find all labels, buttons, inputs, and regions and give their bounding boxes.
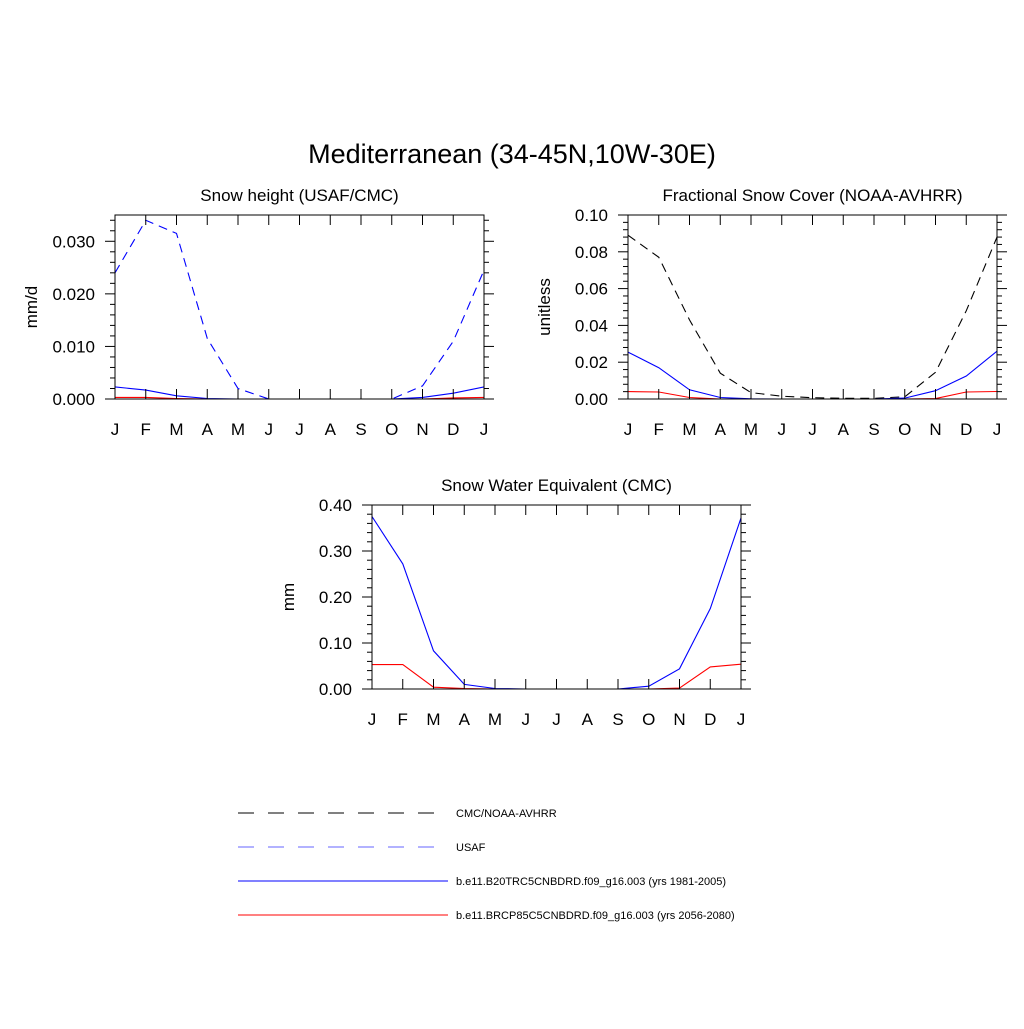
x-tick-label: S: [868, 420, 879, 439]
legend-label: CMC/NOAA-AVHRR: [456, 808, 557, 820]
x-tick-label: S: [355, 420, 366, 439]
legend-label: b.e11.B20TRC5CNBDRD.f09_g16.003 (yrs 198…: [456, 876, 726, 888]
x-tick-label: A: [838, 420, 850, 439]
plot-frame: [371, 504, 742, 690]
x-tick-label: S: [612, 710, 623, 729]
x-tick-label: J: [368, 710, 377, 729]
legend: CMC/NOAA-AVHRR USAF b.e11.B20TRC5CNBDRD.f0…: [238, 808, 735, 922]
legend-label: b.e11.BRCP85C5CNBDRD.f09_g16.003 (yrs 20…: [456, 910, 735, 922]
panel-snow-height: Snow height (USAF/CMC)mm/dJ F M A M J J A S O N D J0…: [22, 186, 494, 439]
x-tick-label: A: [715, 420, 727, 439]
x-tick-label: J: [778, 420, 787, 439]
series-line-0: [115, 219, 484, 400]
x-tick-label: D: [447, 420, 459, 439]
y-tick-label: 0.40: [319, 496, 352, 515]
series-group: [628, 234, 997, 400]
panel-title: Snow Water Equivalent (CMC): [441, 476, 672, 495]
y-axis-label: mm/d: [22, 286, 41, 329]
figure-title: Mediterranean (34-45N,10W-30E): [308, 139, 716, 169]
y-tick-label: 0.030: [52, 232, 95, 251]
x-tick-label: A: [582, 710, 594, 729]
x-tick-label: M: [744, 420, 758, 439]
x-tick-label: N: [673, 710, 685, 729]
x-tick-label: M: [169, 420, 183, 439]
y-tick-label: 0.10: [575, 206, 608, 225]
x-tick-label: M: [231, 420, 245, 439]
panel-title: Fractional Snow Cover (NOAA-AVHRR): [662, 186, 962, 205]
y-tick-label: 0.010: [52, 337, 95, 356]
y-tick-label: 0.00: [575, 390, 608, 409]
x-tick-label: J: [993, 420, 1002, 439]
x-tick-label: O: [642, 710, 655, 729]
y-tick-label: 0.20: [319, 588, 352, 607]
y-axis-label: mm: [279, 583, 298, 611]
x-tick-label: F: [141, 420, 151, 439]
panel-title: Snow height (USAF/CMC): [200, 186, 398, 205]
x-tick-label: M: [682, 420, 696, 439]
x-tick-label: N: [929, 420, 941, 439]
x-tick-label: A: [325, 420, 337, 439]
x-tick-label: O: [385, 420, 398, 439]
series-group: [372, 516, 741, 690]
y-axis-label: unitless: [535, 278, 554, 336]
x-tick-label: D: [960, 420, 972, 439]
y-tick-label: 0.08: [575, 243, 608, 262]
x-tick-label: J: [265, 420, 274, 439]
x-tick-label: J: [480, 420, 489, 439]
x-tick-label: N: [416, 420, 428, 439]
y-tick-label: 0.020: [52, 285, 95, 304]
y-tick-label: 0.30: [319, 542, 352, 561]
series-line-1: [372, 516, 741, 690]
x-tick-label: M: [488, 710, 502, 729]
x-tick-label: F: [398, 710, 408, 729]
y-tick-label: 0.04: [575, 316, 608, 335]
x-tick-label: D: [704, 710, 716, 729]
y-tick-label: 0.00: [319, 680, 352, 699]
y-tick-label: 0.02: [575, 353, 608, 372]
legend-label: USAF: [456, 842, 486, 854]
x-tick-label: J: [522, 710, 531, 729]
series-group: [115, 219, 484, 400]
x-tick-label: O: [898, 420, 911, 439]
x-tick-label: J: [111, 420, 120, 439]
plot-frame: [114, 214, 485, 400]
y-tick-label: 0.10: [319, 634, 352, 653]
y-tick-label: 0.06: [575, 280, 608, 299]
x-tick-label: J: [624, 420, 633, 439]
x-tick-label: A: [459, 710, 471, 729]
y-tick-label: 0.000: [52, 390, 95, 409]
panel-snow-water-equivalent: Snow Water Equivalent (CMC)mmJ F M A M J J A S O N…: [279, 476, 751, 729]
x-tick-label: J: [552, 710, 561, 729]
x-tick-label: F: [654, 420, 664, 439]
x-tick-label: M: [426, 710, 440, 729]
x-tick-label: J: [737, 710, 746, 729]
x-tick-label: J: [808, 420, 817, 439]
panel-fractional-snow-cover: Fractional Snow Cover (NOAA-AVHRR) unitle…: [535, 186, 1007, 439]
x-tick-label: A: [202, 420, 214, 439]
x-tick-label: J: [295, 420, 304, 439]
series-line-0: [628, 234, 997, 399]
